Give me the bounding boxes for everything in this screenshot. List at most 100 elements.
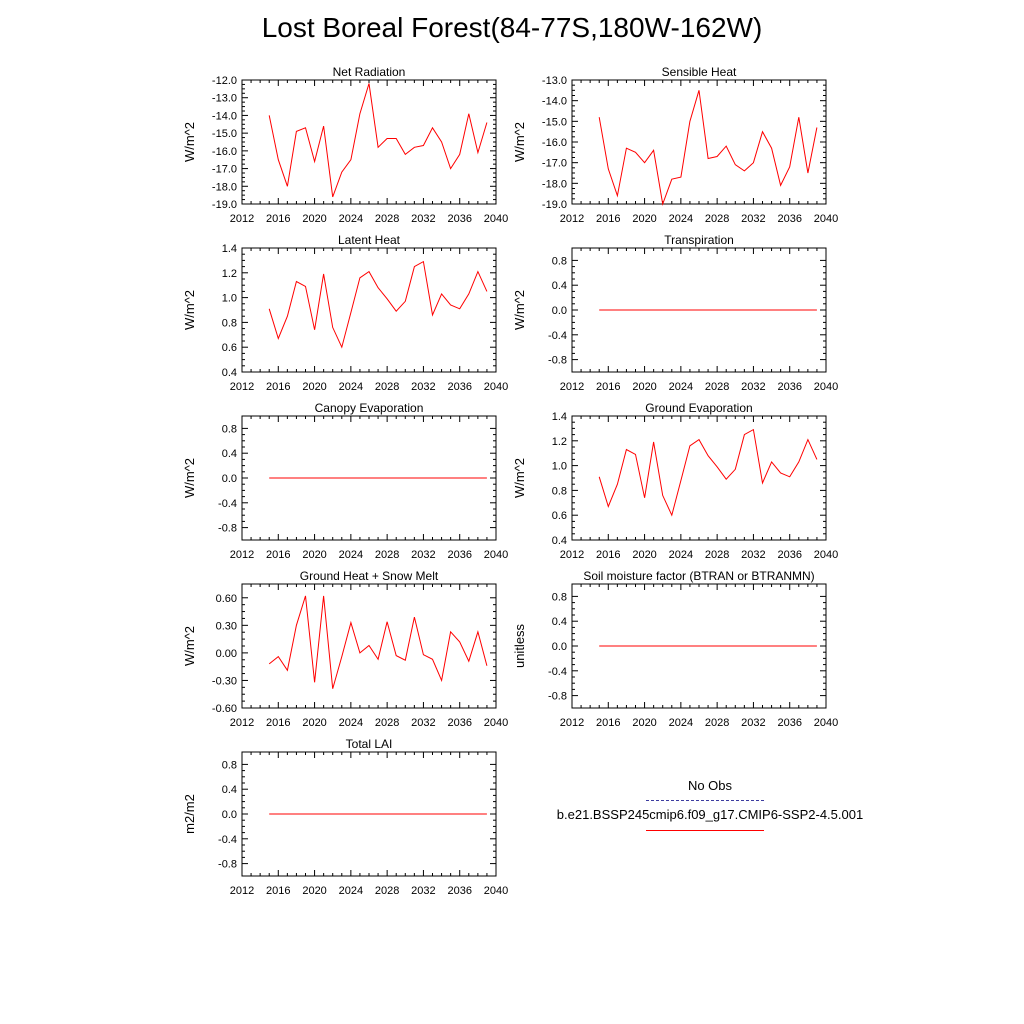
x-tick-label: 2028: [705, 549, 729, 561]
y-tick-label: 0.4: [552, 616, 567, 628]
x-tick-label: 2028: [375, 213, 399, 225]
x-tick-label: 2012: [230, 549, 254, 561]
x-tick-label: 2024: [339, 885, 363, 897]
legend-model-label: b.e21.BSSP245cmip6.f09_g17.CMIP6-SSP2-4.…: [556, 807, 864, 822]
panel-title: Total LAI: [346, 737, 393, 751]
y-tick-label: 0.8: [552, 591, 567, 603]
y-axis-label: m2/m2: [182, 794, 197, 834]
series-line: [598, 90, 818, 206]
x-tick-label: 2024: [339, 213, 363, 225]
x-tick-label: 2028: [705, 381, 729, 393]
y-tick-label: -16.0: [212, 146, 237, 158]
x-tick-label: 2036: [777, 213, 801, 225]
y-tick-label: 0.4: [552, 535, 567, 547]
x-tick-label: 2032: [411, 381, 435, 393]
plot-frame: [241, 79, 497, 205]
y-tick-label: -0.8: [548, 355, 567, 367]
y-tick-label: 1.2: [552, 436, 567, 448]
panel-title: Ground Evaporation: [645, 401, 752, 415]
x-tick-label: 2032: [411, 717, 435, 729]
y-tick-label: -18.0: [212, 181, 237, 193]
y-tick-label: 0.8: [552, 485, 567, 497]
x-tick-label: 2032: [741, 381, 765, 393]
x-tick-label: 2020: [302, 717, 326, 729]
y-tick-label: -12.0: [212, 75, 237, 87]
x-tick-label: 2016: [266, 885, 290, 897]
x-tick-label: 2016: [266, 381, 290, 393]
plot-frame: [571, 415, 827, 541]
y-tick-label: 0.4: [552, 280, 567, 292]
y-axis-label: W/m^2: [182, 626, 197, 666]
y-tick-label: 0.0: [552, 641, 567, 653]
x-tick-label: 2024: [669, 549, 693, 561]
panel-title: Ground Heat + Snow Melt: [300, 569, 439, 583]
panel-title: Soil moisture factor (BTRAN or BTRANMN): [583, 569, 814, 583]
figure-title: Lost Boreal Forest(84-77S,180W-162W): [261, 12, 763, 43]
y-tick-label: -0.8: [218, 859, 237, 871]
y-tick-label: 1.0: [222, 293, 237, 305]
y-tick-label: 0.6: [222, 342, 237, 354]
series-line: [268, 260, 488, 349]
y-tick-label: 0.4: [222, 784, 237, 796]
y-tick-label: -0.4: [548, 666, 567, 678]
x-tick-label: 2020: [632, 381, 656, 393]
y-tick-label: -16.0: [542, 137, 567, 149]
y-axis-label: W/m^2: [182, 458, 197, 498]
series-line: [598, 428, 818, 517]
y-tick-label: 1.0: [552, 461, 567, 473]
x-tick-label: 2016: [266, 717, 290, 729]
x-tick-label: 2012: [230, 885, 254, 897]
series-line: [268, 83, 488, 198]
y-tick-label: -0.60: [212, 703, 237, 715]
x-tick-label: 2036: [777, 717, 801, 729]
series-line: [268, 595, 488, 689]
x-tick-label: 2032: [411, 549, 435, 561]
x-tick-label: 2020: [632, 549, 656, 561]
x-tick-label: 2016: [266, 549, 290, 561]
x-tick-label: 2032: [411, 213, 435, 225]
panel-title: Transpiration: [664, 233, 734, 247]
y-tick-label: -15.0: [212, 128, 237, 140]
x-tick-label: 2024: [339, 549, 363, 561]
x-tick-label: 2032: [741, 549, 765, 561]
x-tick-label: 2040: [814, 549, 838, 561]
panel-title: Net Radiation: [333, 65, 406, 79]
x-tick-label: 2040: [484, 885, 508, 897]
y-axis-label: W/m^2: [512, 122, 527, 162]
x-tick-label: 2028: [375, 381, 399, 393]
y-axis-label: W/m^2: [512, 290, 527, 330]
panel-title: Latent Heat: [338, 233, 401, 247]
y-tick-label: 0.0: [552, 305, 567, 317]
y-tick-label: -17.0: [542, 158, 567, 170]
x-tick-label: 2012: [560, 549, 584, 561]
x-tick-label: 2036: [447, 549, 471, 561]
x-tick-label: 2028: [375, 717, 399, 729]
x-tick-label: 2012: [560, 717, 584, 729]
x-tick-label: 2024: [669, 213, 693, 225]
x-tick-label: 2032: [411, 885, 435, 897]
x-tick-label: 2036: [447, 885, 471, 897]
x-tick-label: 2036: [447, 717, 471, 729]
x-tick-label: 2040: [814, 213, 838, 225]
x-tick-label: 2040: [814, 381, 838, 393]
y-tick-label: 0.0: [222, 809, 237, 821]
panel-1: Net Radiation W/m^2 2012 2016 2020 2024 2028 20…: [182, 65, 508, 225]
x-tick-label: 2024: [339, 717, 363, 729]
plot-frame: [571, 79, 827, 205]
y-tick-label: 0.4: [222, 367, 237, 379]
y-tick-label: -13.0: [212, 93, 237, 105]
y-tick-label: -0.8: [548, 691, 567, 703]
y-tick-label: -13.0: [542, 75, 567, 87]
y-tick-label: 0.0: [222, 473, 237, 485]
x-tick-label: 2036: [447, 381, 471, 393]
x-tick-label: 2040: [484, 213, 508, 225]
x-tick-label: 2012: [560, 381, 584, 393]
y-tick-label: -14.0: [212, 110, 237, 122]
legend: No Obs b.e21.BSSP245cmip6.f09_g17.CMIP6-…: [520, 776, 900, 846]
panel-2: Sensible Heat W/m^2 2012 2016 2020 2024 2028 20…: [512, 65, 838, 225]
legend-model-line: [646, 830, 764, 831]
x-tick-label: 2012: [560, 213, 584, 225]
x-tick-label: 2020: [302, 381, 326, 393]
x-tick-label: 2016: [596, 717, 620, 729]
